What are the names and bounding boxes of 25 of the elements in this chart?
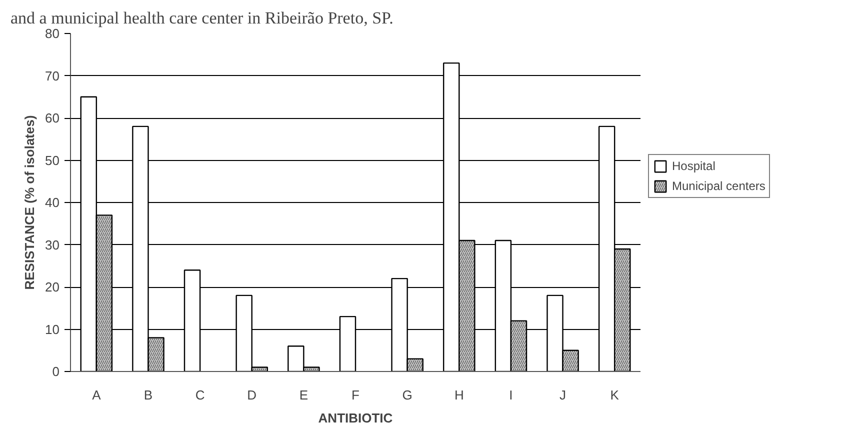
x-tick-label: K: [610, 388, 620, 402]
chart-title: and a municipal health care center in Ribeirão Preto, SP.: [10, 8, 394, 28]
y-tick-label: 20: [45, 280, 60, 294]
y-tick-label: 50: [45, 152, 60, 168]
y-tick-label: 0: [52, 364, 60, 379]
x-axis-title: ANTIBIOTIC: [318, 410, 394, 426]
x-tick-label: F: [352, 388, 360, 402]
x-tick-label: B: [144, 388, 153, 402]
y-tick-label: 70: [45, 68, 60, 84]
y-tick-label: 60: [45, 110, 60, 126]
legend-label: Hospital: [672, 159, 716, 173]
y-tick-label: 80: [45, 26, 60, 41]
x-tick-label: C: [195, 388, 205, 402]
x-tick-label: D: [247, 388, 257, 402]
y-axis-title: RESISTANCE (% of isolates): [22, 115, 38, 290]
y-tick-label: 30: [45, 237, 60, 252]
y-tick-label: 40: [45, 195, 60, 210]
x-tick-label: A: [92, 388, 102, 402]
legend-label: Municipal centers: [672, 179, 766, 193]
x-tick-label: E: [299, 388, 308, 402]
x-tick-label: I: [509, 388, 513, 402]
y-tick-label: 10: [45, 322, 60, 337]
x-tick-label: G: [402, 388, 412, 402]
x-tick-label: H: [454, 388, 464, 402]
x-tick-label: J: [560, 388, 566, 402]
